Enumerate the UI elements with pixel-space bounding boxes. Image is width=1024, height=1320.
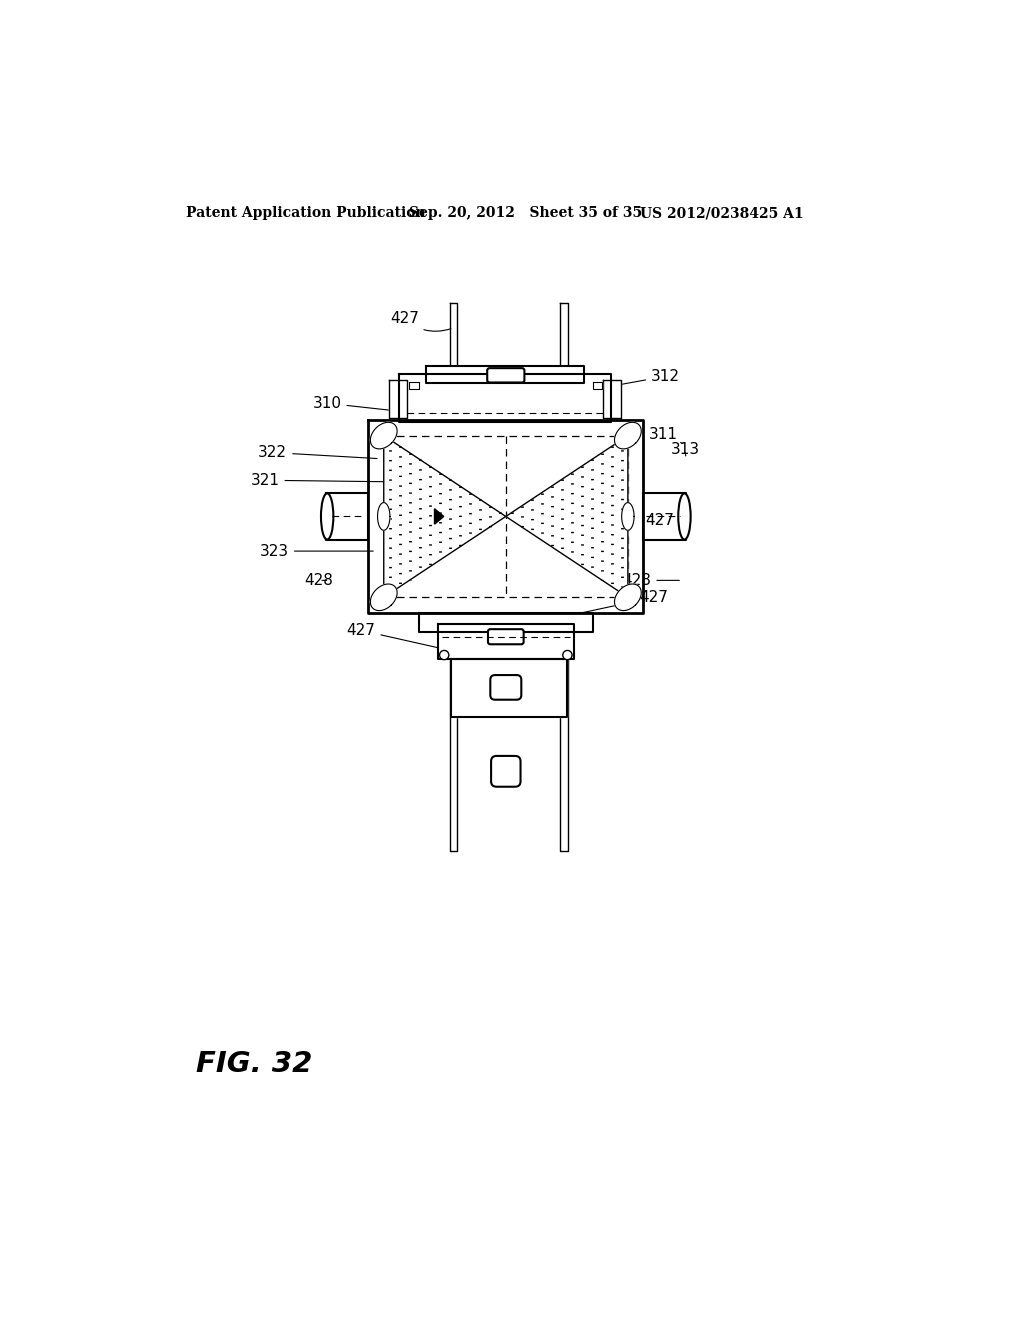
Polygon shape xyxy=(378,503,390,531)
Polygon shape xyxy=(560,304,568,851)
Text: 428: 428 xyxy=(623,573,679,587)
Polygon shape xyxy=(614,583,641,611)
Text: 310: 310 xyxy=(312,396,409,412)
Polygon shape xyxy=(369,420,643,612)
Polygon shape xyxy=(452,659,566,717)
Polygon shape xyxy=(438,624,573,659)
Ellipse shape xyxy=(563,651,572,660)
Text: 321: 321 xyxy=(251,473,389,488)
Text: FIG. 32: FIG. 32 xyxy=(197,1051,312,1078)
Text: 322: 322 xyxy=(258,445,377,461)
Text: 427: 427 xyxy=(390,312,451,331)
Polygon shape xyxy=(371,422,397,449)
Text: 427: 427 xyxy=(646,512,683,528)
FancyBboxPatch shape xyxy=(492,756,520,787)
Text: US 2012/0238425 A1: US 2012/0238425 A1 xyxy=(640,206,803,220)
Polygon shape xyxy=(434,508,443,524)
Polygon shape xyxy=(450,304,458,851)
Text: 427: 427 xyxy=(567,590,669,616)
Text: Sep. 20, 2012   Sheet 35 of 35: Sep. 20, 2012 Sheet 35 of 35 xyxy=(409,206,642,220)
Polygon shape xyxy=(399,374,611,422)
Polygon shape xyxy=(410,381,419,389)
Text: 313: 313 xyxy=(671,442,699,457)
FancyBboxPatch shape xyxy=(490,675,521,700)
Ellipse shape xyxy=(321,494,334,540)
Polygon shape xyxy=(603,380,621,418)
Text: 428: 428 xyxy=(305,573,334,587)
FancyBboxPatch shape xyxy=(487,368,524,383)
Polygon shape xyxy=(622,503,634,531)
Text: 311: 311 xyxy=(649,426,682,444)
Text: 427: 427 xyxy=(346,623,451,651)
Text: 323: 323 xyxy=(260,544,373,558)
Polygon shape xyxy=(643,494,686,540)
Polygon shape xyxy=(614,422,641,449)
Polygon shape xyxy=(419,612,593,632)
Polygon shape xyxy=(506,436,628,598)
Polygon shape xyxy=(593,381,602,389)
Ellipse shape xyxy=(439,651,449,660)
Polygon shape xyxy=(326,494,369,540)
Polygon shape xyxy=(371,583,397,611)
Text: 312: 312 xyxy=(617,368,680,385)
Polygon shape xyxy=(389,380,407,418)
Polygon shape xyxy=(426,367,584,383)
Polygon shape xyxy=(384,436,506,598)
Text: Patent Application Publication: Patent Application Publication xyxy=(186,206,426,220)
FancyBboxPatch shape xyxy=(488,630,523,644)
Ellipse shape xyxy=(678,494,690,540)
